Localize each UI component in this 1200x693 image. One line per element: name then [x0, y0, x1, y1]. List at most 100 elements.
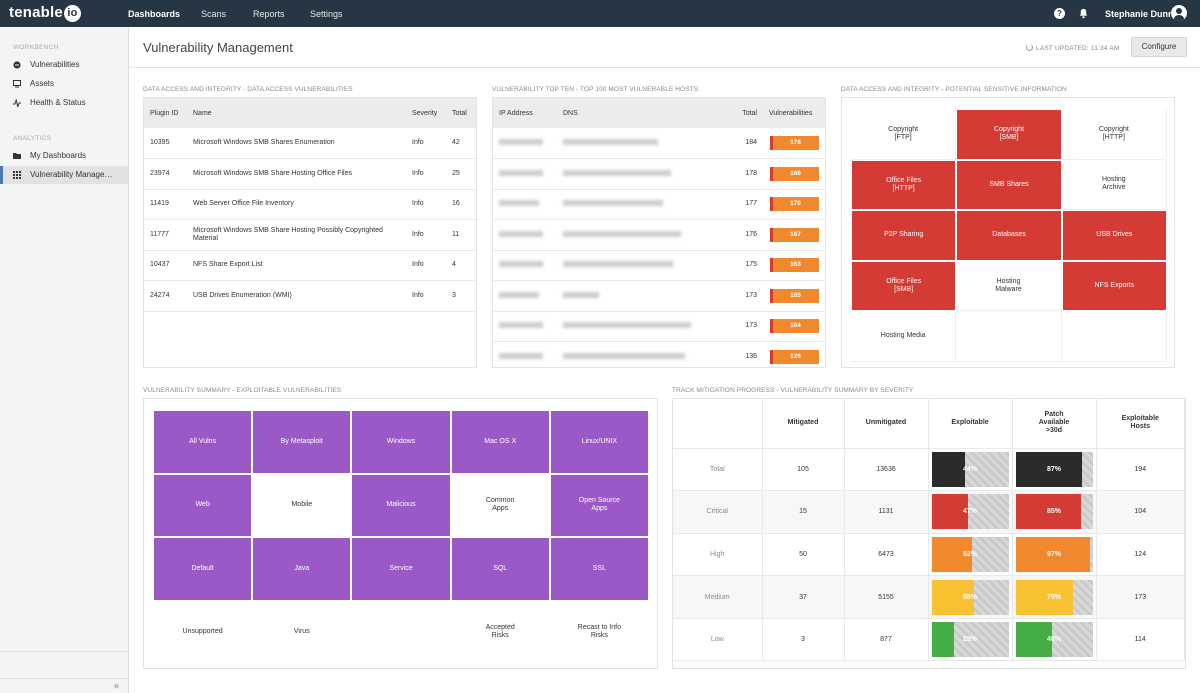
- total-cell: 175: [735, 250, 763, 281]
- exploitable-vuln-tile[interactable]: Windows: [351, 410, 451, 474]
- exploitable-bar[interactable]: 55%: [931, 579, 1009, 615]
- table-row[interactable]: 178 166: [493, 158, 825, 190]
- redacted-dns: [563, 169, 671, 176]
- table-row[interactable]: 176 167: [493, 219, 825, 251]
- table-row[interactable]: 23974 Microsoft Windows SMB Share Hosting…: [144, 158, 476, 190]
- exploitable-vuln-tile[interactable]: Malicious: [351, 473, 451, 537]
- table-row[interactable]: 11777 Microsoft Windows SMB Share Hosting…: [144, 219, 476, 251]
- exploitable-vuln-tile[interactable]: By Metasploit: [252, 410, 352, 474]
- sensitive-info-tile[interactable]: Office Files [SMB]: [851, 260, 957, 312]
- vulnerability-bar[interactable]: 126: [769, 349, 819, 364]
- sidebar-item-vulnerabilities[interactable]: Vulnerabilities: [0, 56, 128, 74]
- column-header-severity[interactable]: Severity: [406, 98, 446, 128]
- patch-available-bar[interactable]: 75%: [1015, 579, 1093, 615]
- exploitable-bar[interactable]: 52%: [931, 536, 1009, 572]
- column-header-name[interactable]: Name: [187, 98, 406, 128]
- total-cell: 176: [735, 219, 763, 251]
- table-row[interactable]: 173 164: [493, 311, 825, 342]
- folder-icon: [13, 153, 21, 159]
- severity-label: Low: [673, 618, 763, 662]
- collapse-nav-icon[interactable]: «: [114, 680, 120, 690]
- nav-scans[interactable]: Scans: [201, 9, 227, 19]
- column-header-plugin-id[interactable]: Plugin ID: [144, 98, 187, 128]
- patch-available-bar[interactable]: 48%: [1015, 622, 1093, 658]
- exploitable-bar[interactable]: 44%: [931, 451, 1009, 487]
- column-header-total[interactable]: Total: [735, 98, 763, 128]
- patch-available-bar[interactable]: 87%: [1015, 451, 1093, 487]
- column-header-vulnerabilities[interactable]: Vulnerabilities: [763, 98, 825, 128]
- table-row[interactable]: 136 126: [493, 341, 825, 367]
- column-header-dns[interactable]: DNS: [557, 98, 735, 128]
- nav-settings[interactable]: Settings: [310, 9, 343, 19]
- dns-cell: [557, 158, 735, 190]
- exploitable-vuln-tile[interactable]: Default: [153, 537, 253, 601]
- exploitable-vuln-tile[interactable]: Mac OS X: [450, 410, 550, 474]
- severity-label: Critical: [673, 490, 763, 534]
- patch-available-bar[interactable]: 97%: [1015, 536, 1093, 572]
- refresh-icon[interactable]: [1026, 44, 1033, 51]
- exploitable-vuln-tile[interactable]: Java: [252, 537, 352, 601]
- help-icon[interactable]: ?: [1054, 8, 1065, 19]
- nav-reports[interactable]: Reports: [253, 9, 285, 19]
- table-row[interactable]: 184 178: [493, 128, 825, 159]
- exploitable-vuln-tile[interactable]: SSL: [549, 537, 649, 601]
- configure-button[interactable]: Configure: [1131, 37, 1187, 57]
- exploitable-vuln-tile[interactable]: Open Source Apps: [549, 473, 649, 537]
- table-row[interactable]: 177 170: [493, 189, 825, 220]
- sensitive-info-grid: Copyright [FTP] Copyright [SMB] Copyright …: [851, 109, 1167, 362]
- exploitable-vuln-tile[interactable]: SQL: [450, 537, 550, 601]
- vulnerability-bar[interactable]: 178: [769, 136, 819, 150]
- name-cell: Microsoft Windows SMB Shares Enumeration: [187, 128, 406, 159]
- patch-available-bar[interactable]: 85%: [1015, 494, 1093, 530]
- column-header-total[interactable]: Total: [446, 98, 476, 128]
- tenable-logo[interactable]: tenable io: [9, 4, 81, 22]
- patch-available-bar-percent: 97%: [1046, 550, 1061, 558]
- table-row[interactable]: 24274 USB Drives Enumeration (WMI) Info 3: [144, 280, 476, 312]
- nav-dashboards[interactable]: Dashboards: [128, 9, 181, 19]
- table-row[interactable]: 10395 Microsoft Windows SMB Shares Enumer…: [144, 128, 476, 159]
- table-row[interactable]: 10437 NFS Share Export List Info 4: [144, 250, 476, 281]
- sensitive-info-tile[interactable]: P2P Sharing: [851, 210, 957, 261]
- vulnerability-bar[interactable]: 166: [769, 166, 819, 181]
- vulnerability-bar[interactable]: 165: [769, 288, 819, 303]
- exploitable-vuln-tile: Common Apps: [485, 497, 515, 513]
- vulnerability-bar[interactable]: 163: [769, 258, 819, 273]
- total-cell: 173: [735, 280, 763, 312]
- sidebar-item-health-status[interactable]: Health & Status: [0, 94, 128, 112]
- sidebar-item-vulnerability-management[interactable]: Vulnerability Manage…: [0, 166, 128, 184]
- exploitable-vuln-tile[interactable]: Linux/UNIX: [549, 410, 649, 474]
- bell-icon[interactable]: [1078, 8, 1089, 19]
- exploitable-bar-percent: 44%: [962, 465, 977, 473]
- total-cell: 25: [446, 158, 476, 190]
- table-row[interactable]: 175 163: [493, 250, 825, 281]
- sensitive-info-tile[interactable]: SMB Shares: [956, 159, 1062, 211]
- avatar-icon[interactable]: [1171, 5, 1187, 21]
- patch-available-bar-fill: [1015, 494, 1081, 530]
- exploitable-vuln-tile[interactable]: Web: [153, 473, 253, 537]
- sidebar-item-assets[interactable]: Assets: [0, 75, 128, 93]
- exploitable-hosts-cell: 114: [1096, 618, 1185, 662]
- user-name[interactable]: Stephanie Dunn: [1105, 9, 1174, 19]
- shield-icon: [13, 61, 21, 69]
- total-cell: 42: [446, 128, 476, 159]
- total-cell: 173: [735, 311, 763, 342]
- exploitable-vuln-tile[interactable]: Service: [351, 537, 451, 601]
- sensitive-info-tile[interactable]: Copyright [SMB]: [956, 109, 1062, 160]
- sensitive-info-tile[interactable]: Databases: [956, 210, 1062, 261]
- sensitive-info-tile[interactable]: USB Drives: [1061, 210, 1167, 261]
- vulnerability-bar[interactable]: 170: [769, 197, 819, 212]
- column-header-ip-address[interactable]: IP Address: [493, 98, 557, 128]
- vulnerability-bar[interactable]: 164: [769, 319, 819, 334]
- workbench-heading: WORKBENCH: [13, 44, 59, 51]
- sensitive-info-tile[interactable]: NFS Exports: [1061, 260, 1167, 312]
- collapse-sidebar-icon[interactable]: «: [114, 681, 120, 691]
- exploitable-bar[interactable]: 29%: [931, 622, 1009, 658]
- vulnerability-bar[interactable]: 167: [769, 227, 819, 242]
- vulnerabilities-cell: 126: [763, 341, 825, 367]
- exploitable-vuln-tile[interactable]: All Vulns: [153, 410, 253, 474]
- sensitive-info-tile[interactable]: Office Files [HTTP]: [851, 159, 957, 211]
- exploitable-bar[interactable]: 47%: [931, 494, 1009, 530]
- table-row[interactable]: 173 165: [493, 280, 825, 312]
- sidebar-item-my-dashboards[interactable]: My Dashboards: [0, 147, 128, 165]
- table-row[interactable]: 11419 Web Server Office File Inventory Inf…: [144, 189, 476, 220]
